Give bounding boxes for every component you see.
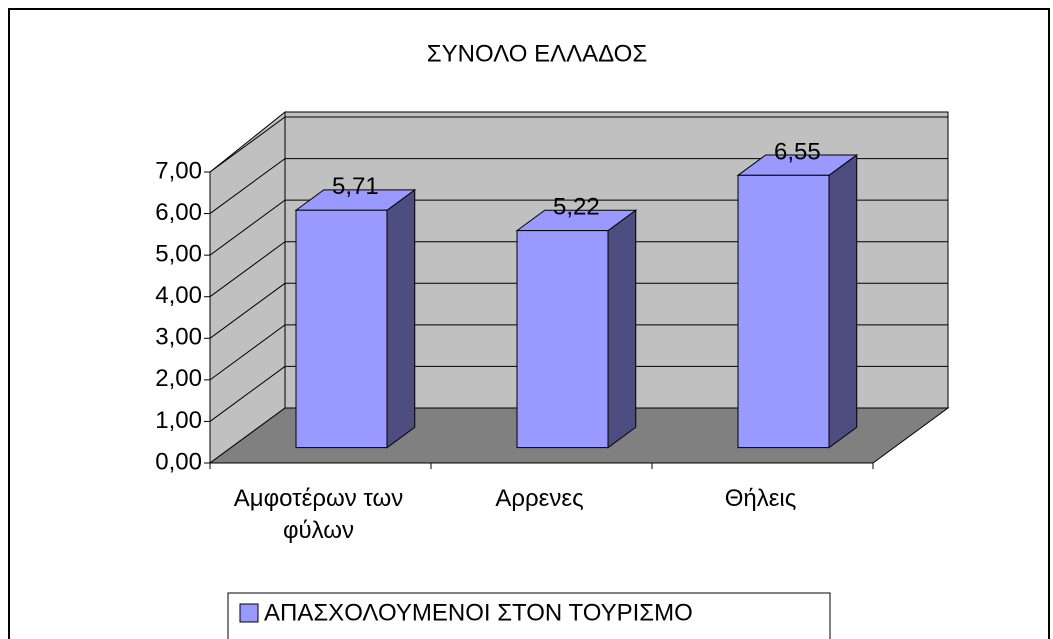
grid-line: [209, 324, 948, 381]
data-label: 5,71: [332, 173, 379, 200]
x-tick-label: Αμφοτέρων των φύλων: [233, 485, 404, 544]
x-tick-label: Θήλεις: [724, 485, 797, 512]
grid-line: [209, 365, 948, 422]
bar-side: [386, 188, 416, 449]
bar-side: [828, 153, 858, 449]
chart-title: ΣΥΝΟΛΟ ΕΛΛΑΔΟΣ: [427, 40, 647, 67]
y-tick-label: 3,00: [155, 324, 202, 351]
x-tick-label: Αρρενες: [495, 485, 584, 512]
y-tick-label: 1,00: [155, 407, 202, 434]
data-label: 5,22: [553, 194, 600, 221]
bar: [295, 209, 388, 449]
legend-box: [227, 592, 831, 639]
left-wall: [209, 110, 286, 464]
y-tick-label: 5,00: [155, 240, 202, 267]
data-label: 6,55: [774, 138, 821, 165]
y-tick-label: 7,00: [155, 157, 202, 184]
grid-line: [209, 241, 948, 298]
y-tick-label: 0,00: [155, 448, 202, 475]
grid-line: [209, 116, 948, 173]
legend-label: ΑΠΑΣΧΟΛΟΥΜΕΝΟΙ ΣΤΟΝ ΤΟΥΡΙΣΜΟ: [264, 599, 693, 626]
y-tick-label: 2,00: [155, 365, 202, 392]
bar: [737, 174, 830, 449]
bar: [516, 230, 609, 449]
y-tick-label: 6,00: [155, 199, 202, 226]
grid-line: [209, 282, 948, 339]
grid-line: [209, 199, 948, 256]
bar-side: [607, 209, 637, 449]
grid-line: [209, 158, 948, 214]
legend-swatch: [239, 603, 259, 623]
y-tick-label: 4,00: [155, 282, 202, 309]
